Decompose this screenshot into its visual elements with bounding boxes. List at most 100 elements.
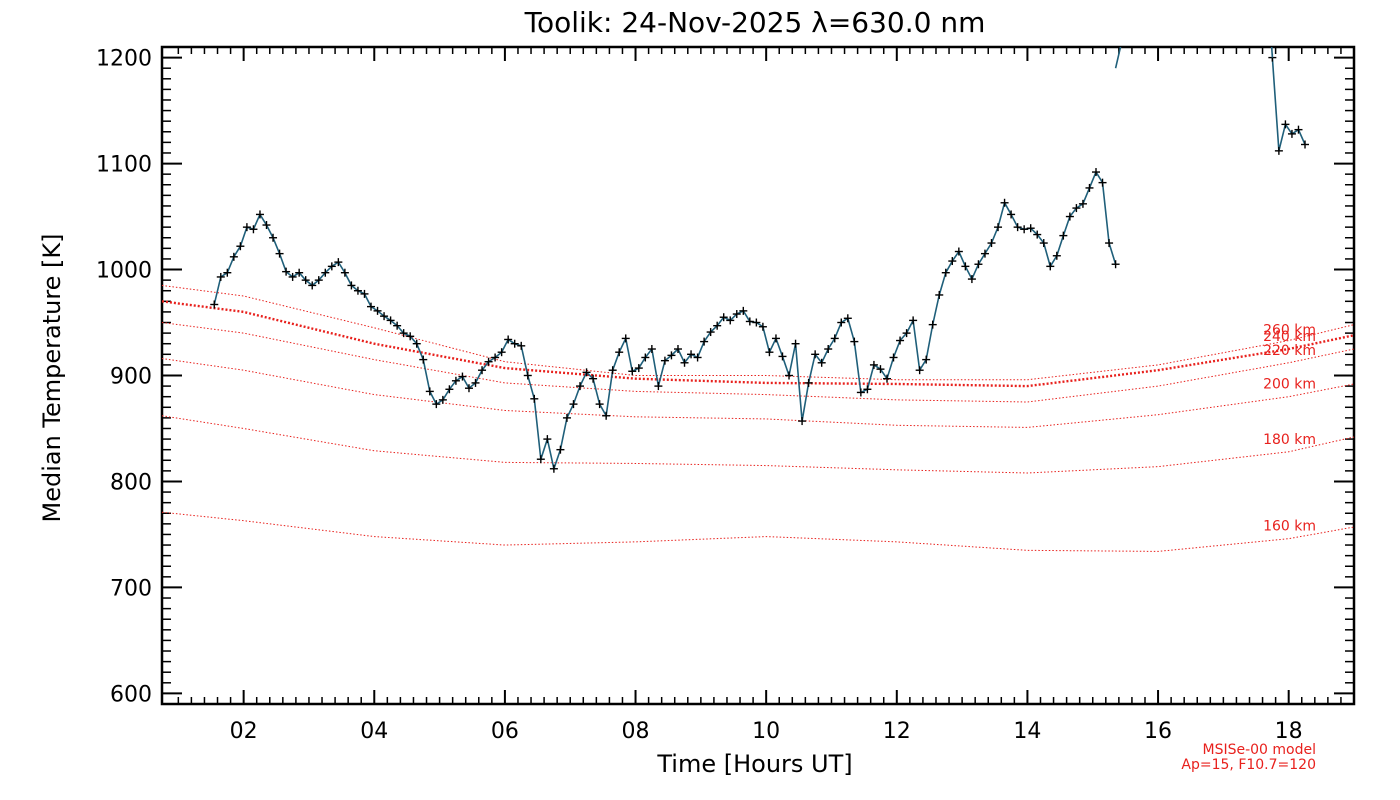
data-point	[255, 210, 264, 219]
data-point	[353, 286, 362, 295]
data-point	[765, 348, 774, 357]
model-curve-label: 240 km	[1263, 329, 1316, 345]
data-point	[647, 345, 656, 354]
data-point	[216, 272, 225, 281]
y-tick-label: 700	[110, 576, 152, 601]
data-point	[288, 272, 297, 281]
data-point	[882, 374, 891, 383]
data-point	[386, 316, 395, 325]
model-curve-240-km	[161, 300, 1355, 388]
data-point	[536, 455, 545, 464]
data-point	[438, 395, 447, 404]
data-point	[497, 348, 506, 357]
data-point	[876, 365, 885, 374]
data-point	[621, 334, 630, 343]
data-point	[1294, 125, 1303, 134]
data-point	[608, 366, 617, 375]
model-curve-200-km	[161, 358, 1355, 428]
data-point	[301, 276, 310, 285]
data-point	[863, 385, 872, 394]
data-point	[530, 394, 539, 403]
data-point	[615, 348, 624, 357]
data-point	[1059, 231, 1068, 240]
data-point	[980, 249, 989, 258]
x-tick-label: 12	[883, 719, 911, 744]
data-point	[726, 316, 735, 325]
data-point	[700, 337, 709, 346]
x-tick-label: 06	[491, 719, 519, 744]
data-point	[340, 268, 349, 277]
data-point	[817, 358, 826, 367]
data-point	[824, 345, 833, 354]
data-point	[504, 335, 513, 344]
data-point	[419, 355, 428, 364]
data-point	[752, 318, 761, 327]
data-point	[987, 239, 996, 248]
data-point	[549, 464, 558, 473]
y-tick-label: 1000	[96, 259, 152, 284]
data-point	[275, 249, 284, 258]
data-point	[523, 371, 532, 380]
measured-series	[210, 47, 1310, 473]
y-tick-label: 800	[110, 470, 152, 495]
data-point	[1072, 204, 1081, 213]
x-tick-label: 04	[360, 719, 388, 744]
y-tick-label: 1200	[96, 47, 152, 72]
data-point	[262, 221, 271, 230]
data-point	[321, 268, 330, 277]
data-point	[347, 281, 356, 290]
data-point	[399, 329, 408, 338]
data-point	[556, 445, 565, 454]
data-point	[360, 289, 369, 298]
measured-line-late	[1271, 57, 1306, 152]
data-point	[471, 378, 480, 387]
data-point	[1052, 251, 1061, 260]
data-point	[739, 306, 748, 315]
data-point	[445, 385, 454, 394]
data-point	[517, 341, 526, 350]
data-point	[223, 268, 232, 277]
measured-series-clip	[210, 47, 1310, 473]
data-point	[1274, 146, 1283, 155]
data-point	[948, 257, 957, 266]
data-point	[791, 339, 800, 348]
data-point	[778, 352, 787, 361]
model-curve-label: 160 km	[1263, 519, 1316, 535]
data-point	[1000, 198, 1009, 207]
y-tick-label: 600	[110, 682, 152, 707]
data-point	[732, 310, 741, 319]
data-point	[478, 366, 487, 375]
data-point	[634, 364, 643, 373]
data-point	[576, 382, 585, 391]
data-point	[327, 262, 336, 271]
data-point	[1013, 223, 1022, 232]
data-point	[269, 233, 278, 242]
data-point	[811, 350, 820, 359]
data-point	[210, 300, 219, 309]
y-tick-label: 900	[110, 365, 152, 390]
x-tick-label: 18	[1275, 719, 1303, 744]
x-tick-label: 10	[752, 719, 780, 744]
data-point	[1085, 183, 1094, 192]
data-point	[582, 368, 591, 377]
data-point	[654, 382, 663, 391]
data-point	[458, 372, 467, 381]
data-point	[1301, 140, 1310, 149]
chart-title: Toolik: 24-Nov-2025 λ=630.0 nm	[524, 6, 986, 39]
data-point	[713, 321, 722, 330]
model-curve-label: 180 km	[1263, 432, 1316, 448]
data-point	[562, 413, 571, 422]
data-point	[373, 306, 382, 315]
data-point	[830, 334, 839, 343]
data-point	[915, 366, 924, 375]
data-point	[543, 435, 552, 444]
data-point	[902, 329, 911, 338]
data-point	[393, 321, 402, 330]
data-point	[850, 337, 859, 346]
data-point	[314, 276, 323, 285]
data-point	[569, 400, 578, 409]
data-point	[406, 332, 415, 341]
data-point	[798, 417, 807, 426]
data-point	[1078, 199, 1087, 208]
